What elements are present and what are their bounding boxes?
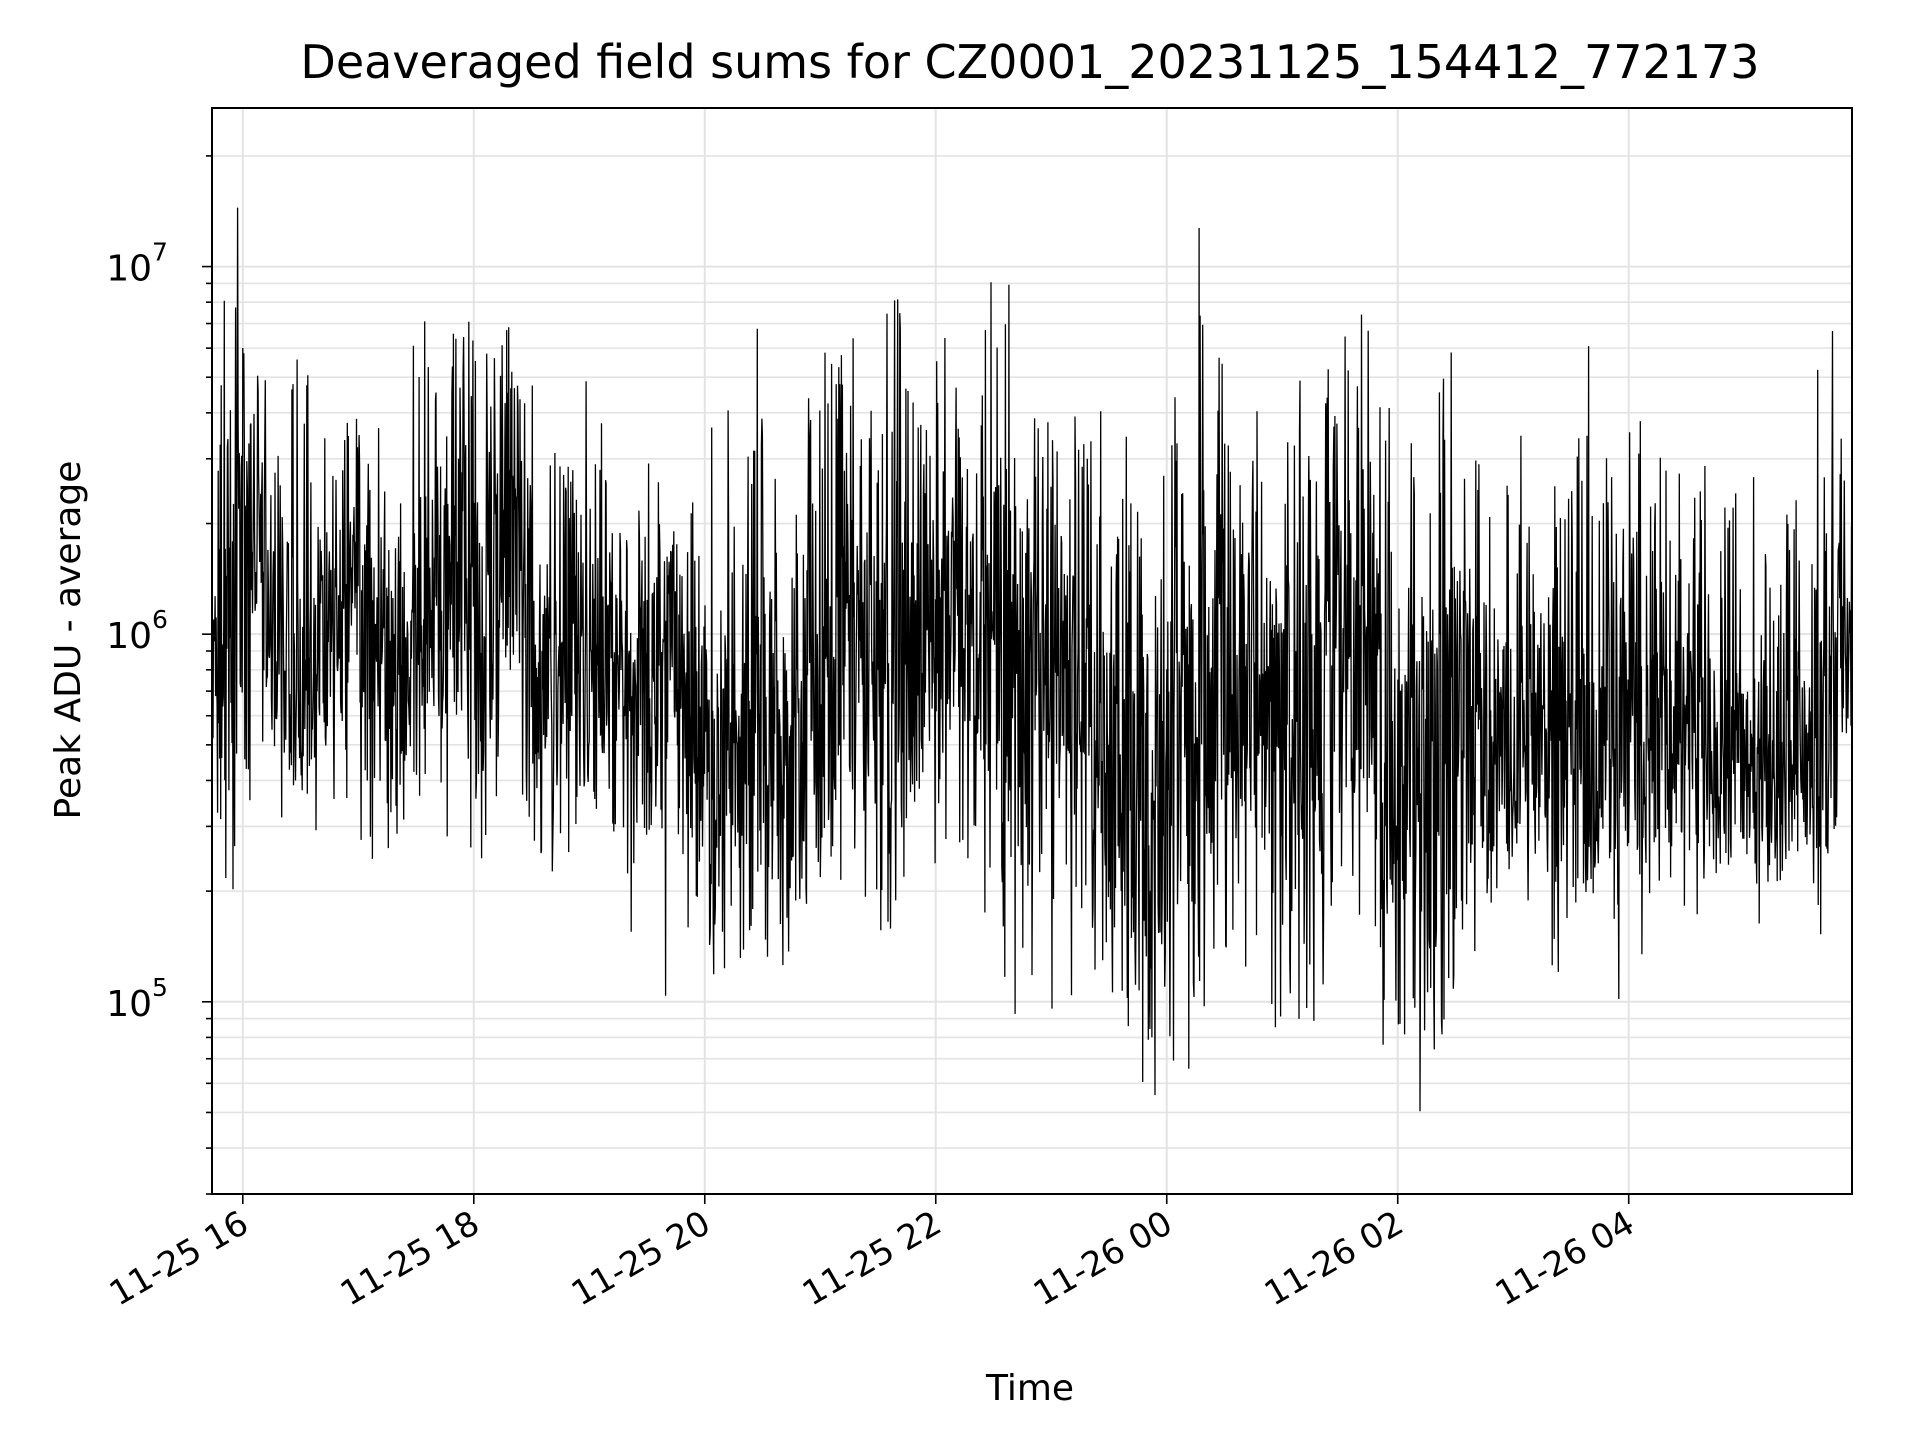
y-tick-label: 10 <box>106 616 152 657</box>
y-tick-label: 10 <box>106 249 152 290</box>
x-axis-label: Time <box>985 1368 1074 1409</box>
y-axis-label: Peak ADU - average <box>48 461 89 820</box>
y-tick-exponent: 7 <box>152 238 168 267</box>
chart-title: Deaveraged field sums for CZ0001_2023112… <box>300 35 1759 89</box>
y-tick-label: 10 <box>106 984 152 1025</box>
y-tick-exponent: 6 <box>152 605 168 634</box>
y-tick-exponent: 5 <box>152 973 168 1002</box>
